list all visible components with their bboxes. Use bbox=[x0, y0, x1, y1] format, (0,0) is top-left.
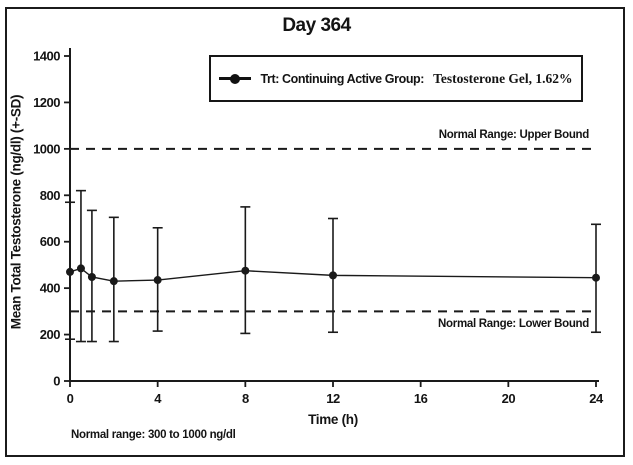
legend-label-prefix: Trt: Continuing Active Group: bbox=[260, 71, 425, 86]
x-tick-label: 20 bbox=[502, 391, 516, 406]
chart-title: Day 364 bbox=[282, 15, 351, 36]
legend-label-treatment: Testosterone Gel, 1.62% bbox=[433, 70, 573, 86]
y-tick-label: 1000 bbox=[33, 141, 60, 156]
y-tick-label: 200 bbox=[40, 327, 60, 342]
x-tick-label: 8 bbox=[242, 391, 249, 406]
data-point bbox=[329, 271, 337, 280]
data-point bbox=[76, 264, 85, 273]
legend-series-marker-icon bbox=[219, 73, 252, 84]
y-tick-label: 600 bbox=[40, 234, 60, 249]
data-point bbox=[66, 267, 74, 276]
x-tick-label: 4 bbox=[154, 391, 162, 406]
y-tick-label: 400 bbox=[40, 281, 60, 296]
x-tick-label: 0 bbox=[67, 391, 74, 406]
data-point bbox=[109, 277, 118, 286]
data-point bbox=[87, 273, 96, 281]
data-point bbox=[241, 266, 250, 275]
x-tick-label: 12 bbox=[326, 391, 340, 406]
y-tick-label: 1200 bbox=[33, 95, 60, 110]
y-tick-label: 800 bbox=[40, 188, 60, 203]
legend-box: Trt: Continuing Active Group: Testostero… bbox=[209, 55, 583, 102]
x-tick-label: 24 bbox=[589, 391, 604, 406]
x-tick-label: 16 bbox=[414, 391, 428, 406]
data-point bbox=[153, 276, 162, 285]
data-point bbox=[592, 273, 600, 282]
y-tick-label: 0 bbox=[53, 374, 60, 389]
figure-border bbox=[5, 7, 625, 457]
footnote: Normal range: 300 to 1000 ng/dl bbox=[71, 429, 236, 441]
x-axis-title: Time (h) bbox=[308, 412, 358, 427]
annotation-upper-bound: Normal Range: Upper Bound bbox=[438, 129, 590, 141]
annotation-lower-bound: Normal Range: Lower Bound bbox=[438, 318, 589, 330]
y-tick-label: 1400 bbox=[33, 49, 60, 64]
